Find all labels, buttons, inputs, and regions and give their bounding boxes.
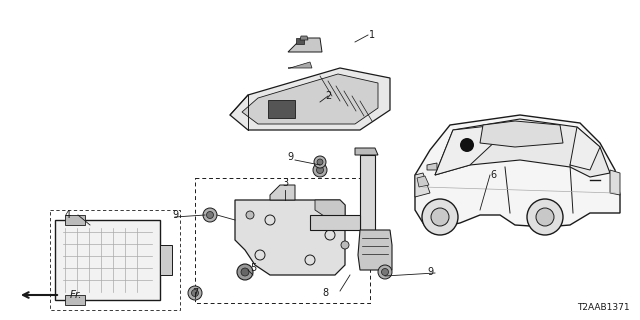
Polygon shape [415,115,620,227]
Circle shape [203,208,217,222]
Polygon shape [610,170,620,195]
Circle shape [422,199,458,235]
Polygon shape [230,68,390,130]
Circle shape [460,138,474,152]
Circle shape [341,241,349,249]
Polygon shape [417,176,429,187]
Circle shape [207,212,214,219]
Bar [160,245,172,275]
Text: 5: 5 [250,263,256,273]
Text: 7: 7 [192,288,198,298]
Circle shape [381,268,388,276]
Polygon shape [310,215,360,230]
Text: T2AAB1371: T2AAB1371 [577,303,630,312]
Text: 9: 9 [427,267,433,277]
Polygon shape [235,200,345,275]
Circle shape [317,166,323,173]
Bar [55,220,160,300]
Polygon shape [358,230,392,270]
Polygon shape [355,148,378,155]
Polygon shape [360,155,375,230]
Circle shape [241,268,249,276]
Polygon shape [427,163,437,170]
Circle shape [191,290,198,297]
Polygon shape [270,185,295,200]
Text: 8: 8 [322,288,328,298]
Circle shape [317,159,323,165]
Text: 4: 4 [65,210,71,220]
Text: 9: 9 [287,152,293,162]
Circle shape [313,163,327,177]
Circle shape [536,208,554,226]
Polygon shape [480,121,563,147]
Circle shape [431,208,449,226]
Circle shape [378,265,392,279]
Polygon shape [268,100,295,118]
Circle shape [237,264,253,280]
Text: 9: 9 [172,210,178,220]
Polygon shape [415,173,430,197]
Bar [65,295,85,305]
Text: 1: 1 [369,30,375,40]
Polygon shape [315,200,345,220]
Polygon shape [288,38,322,52]
Bar [195,178,370,303]
Bar [50,210,180,310]
Polygon shape [435,119,610,177]
Text: 6: 6 [490,170,496,180]
Polygon shape [435,123,515,175]
Circle shape [188,286,202,300]
Text: 2: 2 [325,91,331,101]
Circle shape [314,156,326,168]
Polygon shape [296,38,304,44]
Polygon shape [288,62,312,68]
Circle shape [527,199,563,235]
Circle shape [246,211,254,219]
Text: 3: 3 [282,178,288,188]
Text: Fr.: Fr. [70,290,83,300]
Bar [65,215,85,225]
Polygon shape [300,36,308,40]
Polygon shape [242,74,378,124]
Polygon shape [570,127,600,170]
